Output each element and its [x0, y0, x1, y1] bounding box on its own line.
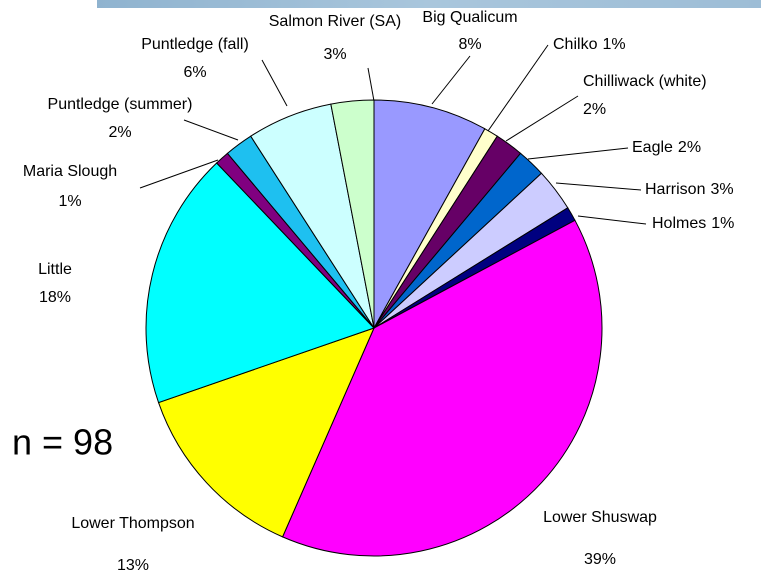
value-label: 13% [117, 557, 149, 574]
category-label: Lower Shuswap [543, 509, 657, 526]
value-label: 1% [58, 193, 81, 210]
pie-slice [145, 162, 375, 404]
leader-line [487, 44, 549, 132]
value-label: 1% [711, 215, 734, 232]
leader-line [431, 55, 471, 105]
slice-label: Holmes 1% [652, 215, 734, 232]
leader-line [183, 119, 239, 141]
category-label: Harrison [645, 181, 705, 198]
leader-line [577, 215, 647, 225]
value-label: 18% [39, 289, 71, 306]
category-label: Little [38, 261, 72, 278]
value-label: 6% [183, 64, 206, 81]
leader-line [505, 95, 579, 142]
pie-slice [373, 99, 486, 330]
pie-slice [157, 327, 375, 538]
background-blank [0, 0, 97, 8]
pie-slice [281, 219, 603, 557]
value-label: 2% [583, 101, 606, 118]
category-label: Eagle [632, 139, 673, 156]
sample-size: n = 98 [12, 422, 113, 463]
category-label: Big Qualicum [422, 9, 517, 26]
value-label: 1% [602, 36, 625, 53]
value-label: 39% [584, 551, 616, 568]
category-label: Lower Thompson [71, 515, 194, 532]
category-label: Chilliwack (white) [583, 73, 707, 90]
category-label: Puntledge (fall) [141, 36, 249, 53]
leader-line [261, 59, 288, 107]
value-label: 3% [710, 181, 733, 198]
value-label: 2% [678, 139, 701, 156]
slice-label: Harrison 3% [645, 181, 734, 198]
pie [145, 99, 603, 557]
category-label: Holmes [652, 215, 706, 232]
value-label: 8% [458, 36, 481, 53]
slice-label: Eagle 2% [632, 139, 701, 156]
leader-line [555, 182, 642, 191]
value-label: 3% [323, 46, 346, 63]
leader-line [367, 67, 375, 102]
leader-line [527, 147, 629, 160]
value-label: 2% [108, 124, 131, 141]
category-label: Maria Slough [23, 163, 117, 180]
slice-label: Chilko 1% [553, 36, 626, 53]
category-label: Chilko [553, 36, 598, 53]
category-label: Salmon River (SA) [269, 13, 401, 30]
category-label: Puntledge (summer) [48, 96, 193, 113]
background-strip [97, 0, 761, 8]
leader-line [139, 159, 219, 189]
